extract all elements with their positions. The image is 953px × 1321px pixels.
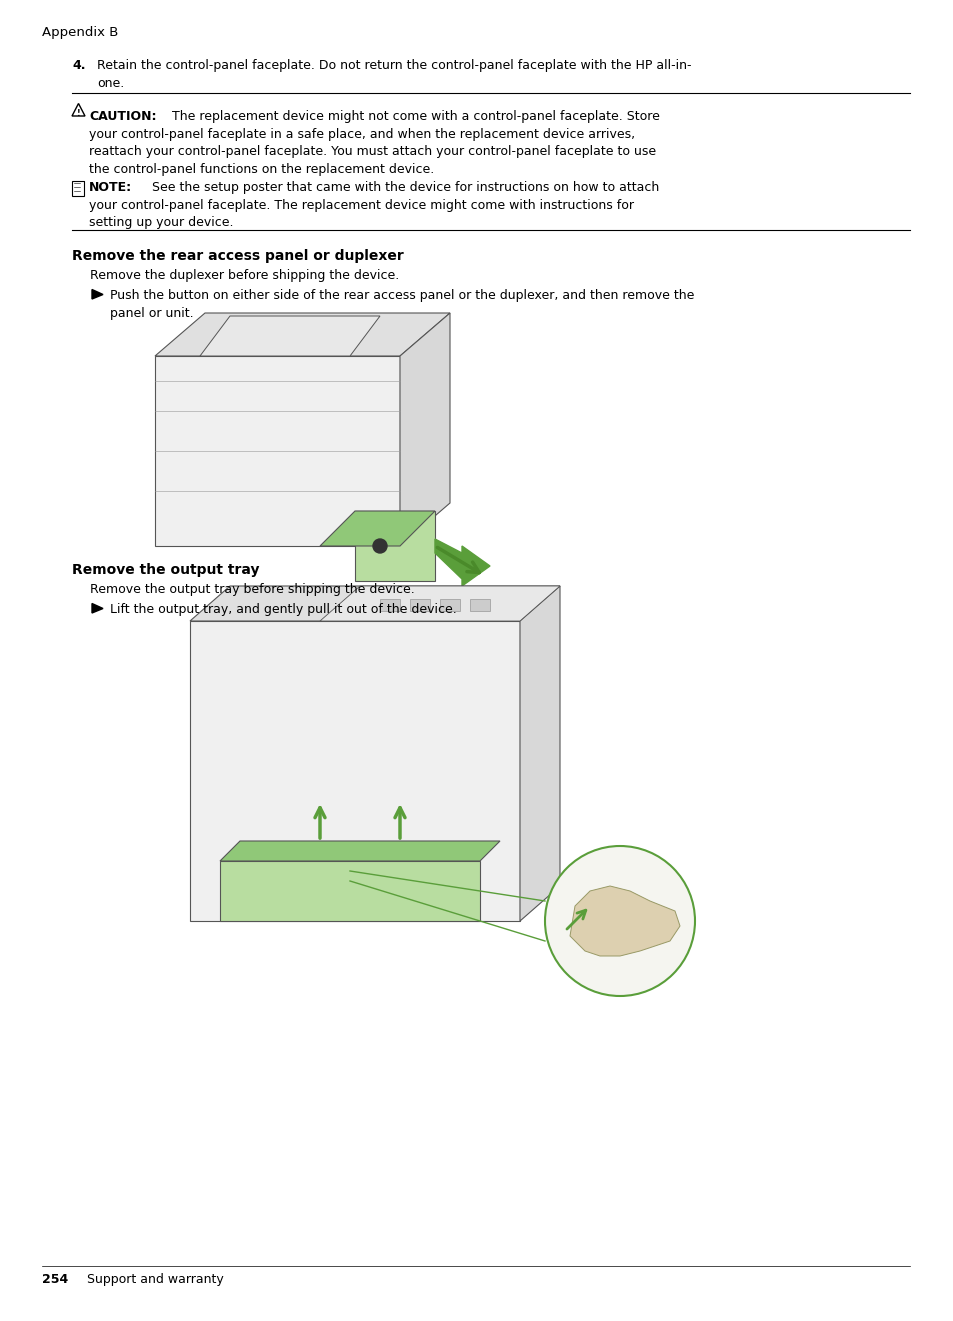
Text: reattach your control-panel faceplate. You must attach your control-panel facepl: reattach your control-panel faceplate. Y… xyxy=(89,145,656,159)
Polygon shape xyxy=(91,604,103,613)
Text: the control-panel functions on the replacement device.: the control-panel functions on the repla… xyxy=(89,162,434,176)
Text: Appendix B: Appendix B xyxy=(42,26,118,40)
FancyBboxPatch shape xyxy=(470,598,490,612)
Polygon shape xyxy=(355,511,435,581)
Polygon shape xyxy=(569,886,679,956)
Text: Retain the control-panel faceplate. Do not return the control-panel faceplate wi: Retain the control-panel faceplate. Do n… xyxy=(97,59,691,90)
FancyBboxPatch shape xyxy=(410,598,430,612)
Polygon shape xyxy=(190,621,519,921)
Circle shape xyxy=(373,539,387,553)
Text: 254: 254 xyxy=(42,1273,69,1287)
Text: Remove the rear access panel or duplexer: Remove the rear access panel or duplexer xyxy=(71,248,403,263)
Polygon shape xyxy=(91,289,103,299)
Text: your control-panel faceplate. The replacement device might come with instruction: your control-panel faceplate. The replac… xyxy=(89,198,634,211)
FancyBboxPatch shape xyxy=(379,598,399,612)
Polygon shape xyxy=(435,539,490,587)
Polygon shape xyxy=(220,841,499,861)
FancyArrowPatch shape xyxy=(395,807,405,839)
Polygon shape xyxy=(220,861,479,921)
Text: Remove the duplexer before shipping the device.: Remove the duplexer before shipping the … xyxy=(90,269,399,281)
Polygon shape xyxy=(200,316,379,355)
FancyArrowPatch shape xyxy=(436,547,478,572)
Polygon shape xyxy=(190,587,559,621)
Text: NOTE:: NOTE: xyxy=(89,181,132,194)
Text: Support and warranty: Support and warranty xyxy=(87,1273,224,1287)
Text: CAUTION:: CAUTION: xyxy=(89,110,156,123)
Text: Push the button on either side of the rear access panel or the duplexer, and the: Push the button on either side of the re… xyxy=(110,289,694,303)
Polygon shape xyxy=(399,313,450,546)
Text: Remove the output tray: Remove the output tray xyxy=(71,563,259,577)
Polygon shape xyxy=(319,587,559,621)
Circle shape xyxy=(544,845,695,996)
Text: !: ! xyxy=(76,110,80,118)
FancyArrowPatch shape xyxy=(566,910,585,929)
Text: Lift the output tray, and gently pull it out of the device.: Lift the output tray, and gently pull it… xyxy=(110,602,456,616)
Polygon shape xyxy=(154,313,450,355)
Text: 4.: 4. xyxy=(71,59,86,73)
Text: setting up your device.: setting up your device. xyxy=(89,217,233,229)
Polygon shape xyxy=(319,511,435,546)
Polygon shape xyxy=(154,355,399,546)
Polygon shape xyxy=(519,587,559,921)
FancyArrowPatch shape xyxy=(314,807,325,839)
Text: Remove the output tray before shipping the device.: Remove the output tray before shipping t… xyxy=(90,583,415,596)
FancyBboxPatch shape xyxy=(439,598,459,612)
Text: See the setup poster that came with the device for instructions on how to attach: See the setup poster that came with the … xyxy=(144,181,659,194)
Text: your control-panel faceplate in a safe place, and when the replacement device ar: your control-panel faceplate in a safe p… xyxy=(89,128,635,140)
Text: panel or unit.: panel or unit. xyxy=(110,306,193,320)
Text: The replacement device might not come with a control-panel faceplate. Store: The replacement device might not come wi… xyxy=(164,110,659,123)
